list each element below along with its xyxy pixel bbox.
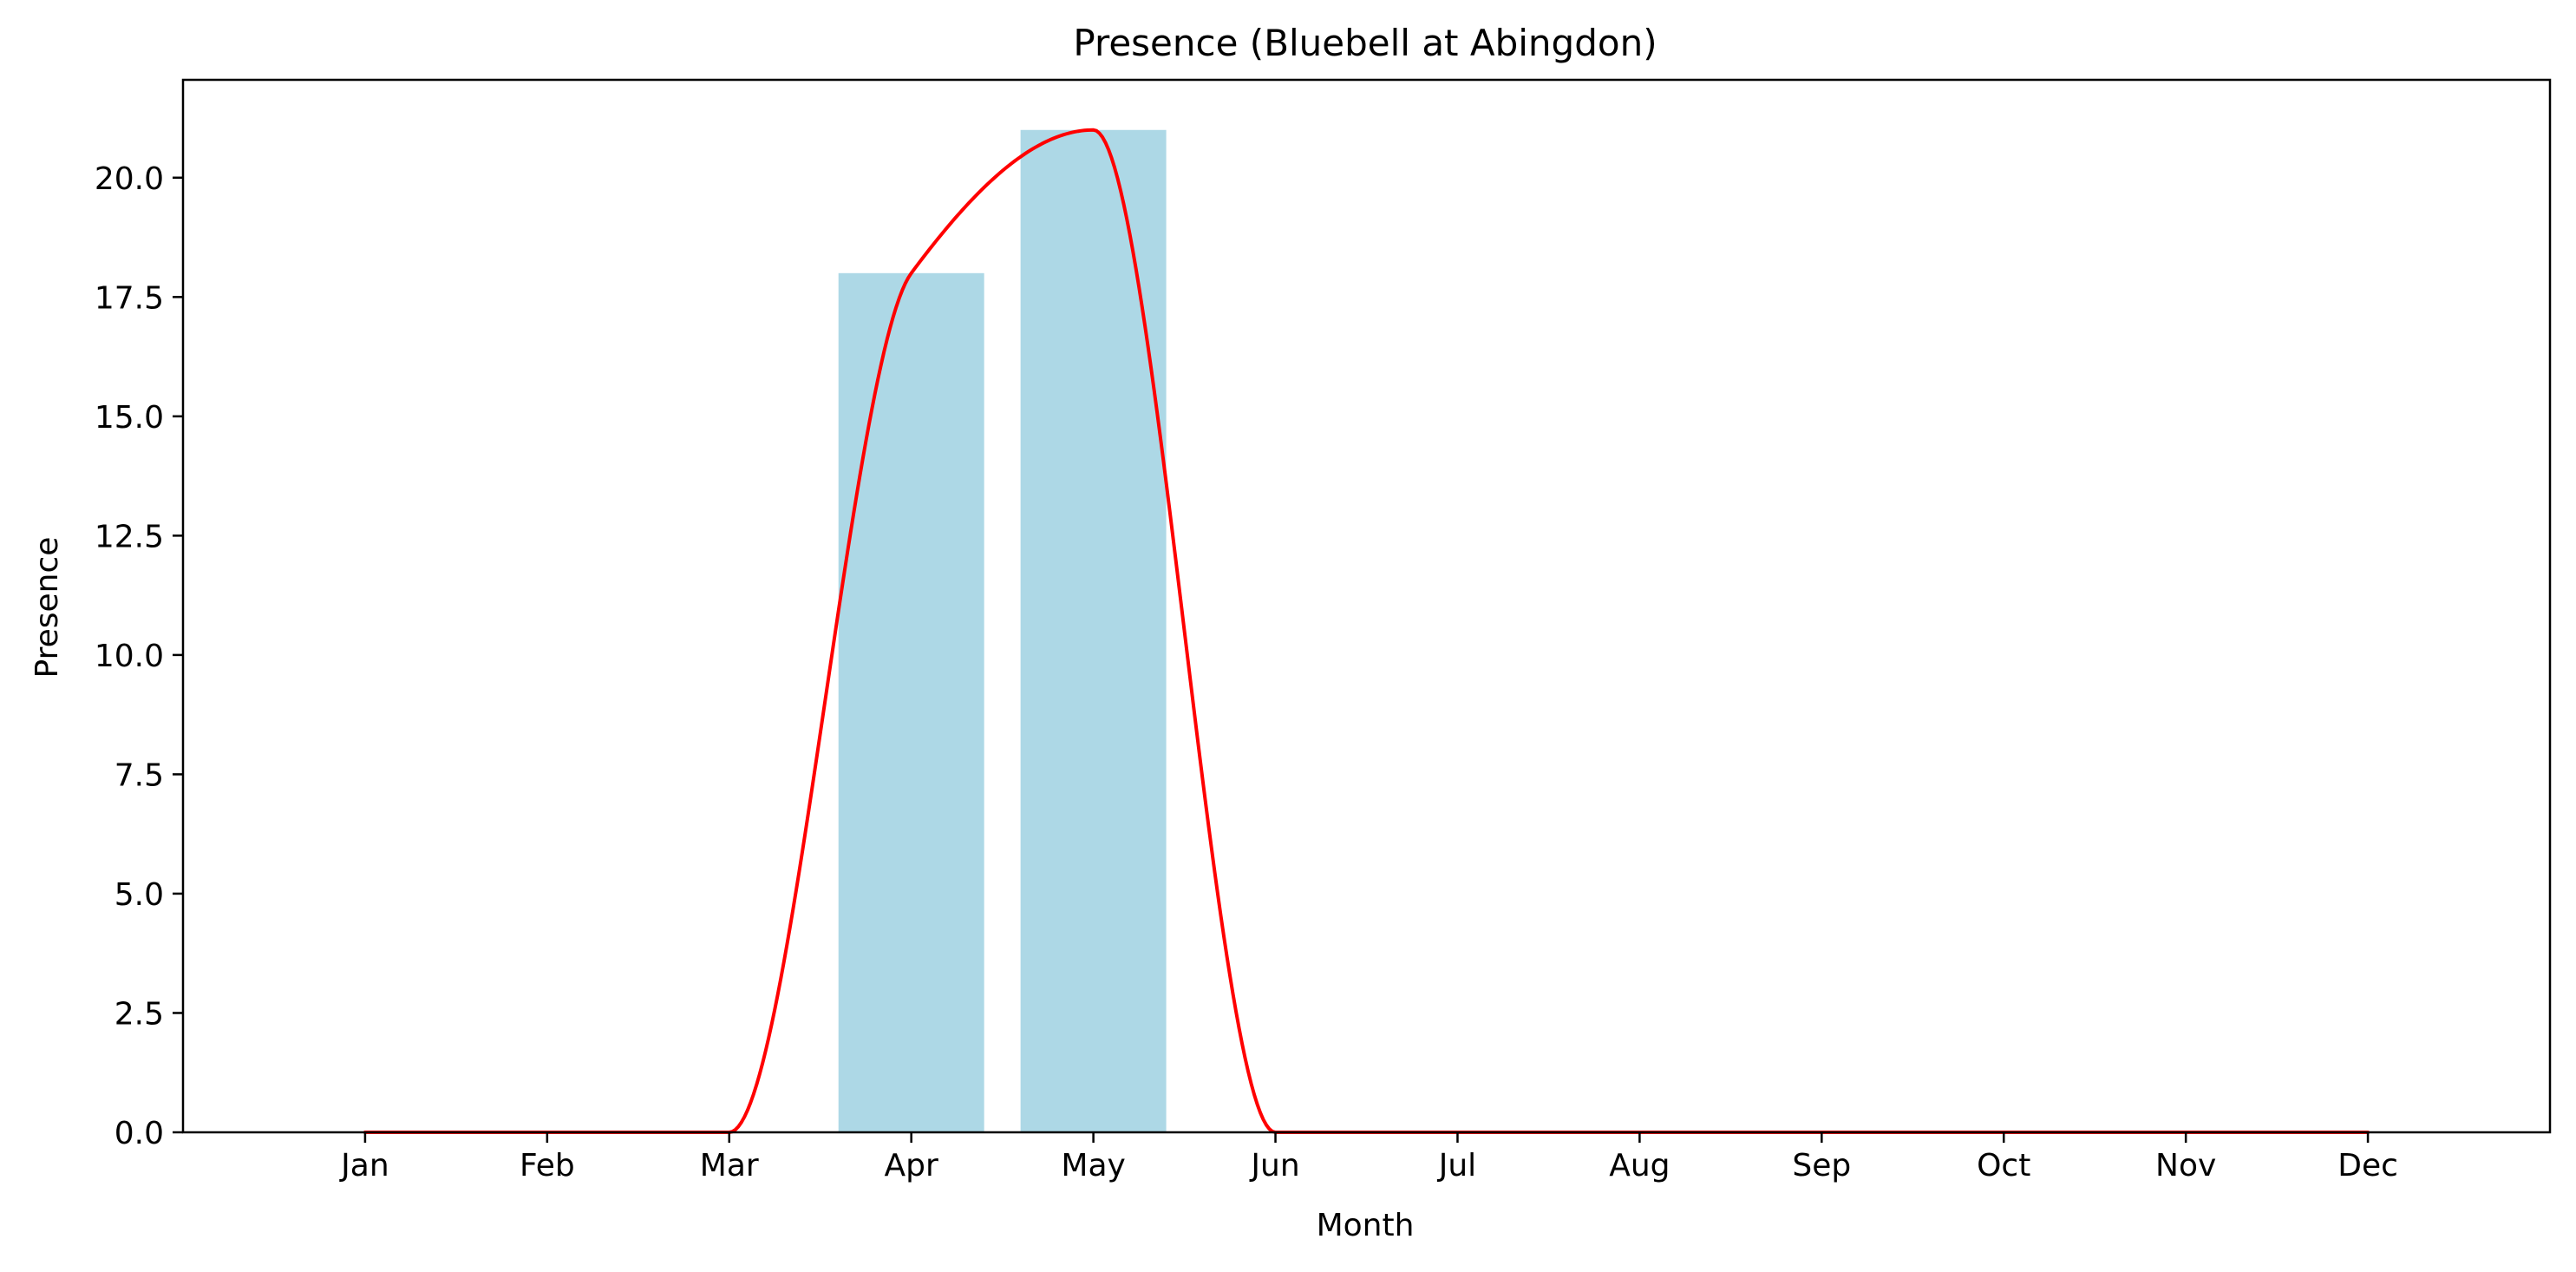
x-tick-label: Sep [1792,1148,1851,1183]
bars-layer [838,129,1167,1133]
y-axis-label: Presence [29,537,65,679]
y-tick-label: 17.5 [95,280,164,316]
y-tick-label: 0.0 [114,1116,164,1151]
x-tick-label: Aug [1609,1148,1670,1183]
x-tick-label: May [1061,1148,1125,1183]
y-tick-label: 20.0 [95,161,164,197]
bar-may [1020,129,1167,1132]
x-tick-label: Feb [520,1148,575,1183]
chart-title: Presence (Bluebell at Abingdon) [1073,22,1657,64]
y-tick-label: 15.0 [95,400,164,436]
x-tick-label: Mar [700,1148,759,1183]
x-tick-label: Jul [1437,1148,1476,1183]
x-tick-label: Oct [1977,1148,2030,1183]
y-tick-label: 7.5 [114,757,164,793]
y-tick-label: 10.0 [95,639,164,674]
y-tick-label: 2.5 [114,996,164,1032]
x-tick-label: Jan [339,1148,389,1183]
line-layer [363,128,2370,1134]
y-axis: 0.0 2.5 5.0 7.5 10.0 12.5 15.0 17.5 20.0 [95,161,183,1151]
y-tick-label: 5.0 [114,877,164,913]
x-axis: Jan Feb Mar Apr May Jun Jul Aug Sep Oct Nov Dec [339,1132,2398,1183]
x-tick-label: Nov [2155,1148,2216,1183]
x-axis-label: Month [1317,1208,1415,1243]
x-tick-label: Jun [1249,1148,1299,1183]
x-tick-label: Dec [2337,1148,2398,1183]
y-tick-label: 12.5 [95,519,164,554]
x-tick-label: Apr [885,1148,938,1183]
bar-apr [838,272,984,1133]
plot-frame [181,78,2552,1134]
presence-trend-line [363,128,2370,1134]
